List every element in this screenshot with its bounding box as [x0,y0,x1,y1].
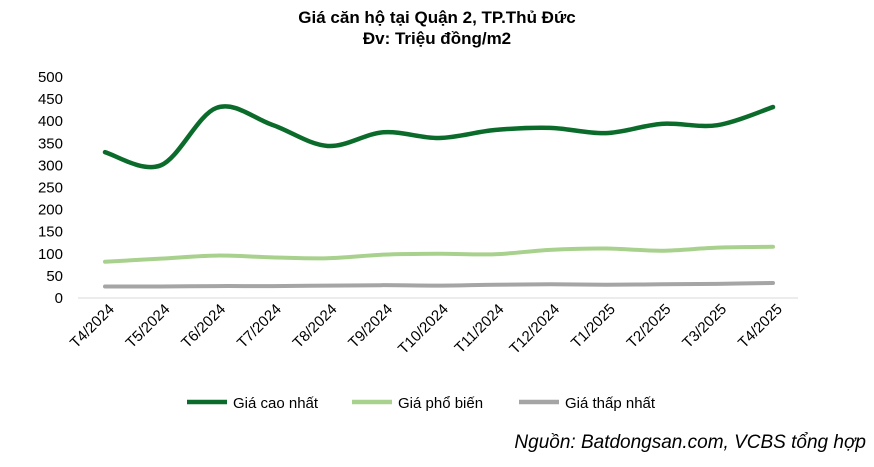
chart-title: Giá căn hộ tại Quận 2, TP.Thủ Đức [298,8,576,27]
x-tick-label: T10/2024 [395,301,452,358]
y-tick-label: 200 [38,202,63,219]
x-tick-label: T9/2024 [345,301,396,352]
y-tick-label: 450 [38,91,63,108]
series-line-2 [103,280,775,289]
x-tick-label: T4/2024 [67,301,118,352]
y-tick-label: 50 [46,268,63,285]
y-tick-label: 150 [38,224,63,241]
x-tick-label: T12/2024 [506,301,563,358]
y-tick-label: 500 [38,69,63,86]
x-tick-label: T5/2024 [123,301,174,352]
x-tick-label: T3/2025 [679,301,730,352]
y-tick-label: 250 [38,180,63,197]
y-tick-label: 300 [38,157,63,174]
x-tick-label: T8/2024 [290,301,341,352]
source-note: Nguồn: Batdongsan.com, VCBS tổng hợp [514,432,866,453]
y-tick-label: 0 [55,290,63,307]
x-tick-label: T7/2024 [234,301,285,352]
chart-subtitle: Đv: Triệu đồng/m2 [362,29,512,48]
legend-label-2: Giá thấp nhất [565,395,656,412]
x-tick-label: T2/2025 [624,301,675,352]
series-line-1 [103,244,775,264]
x-tick-label: T11/2024 [451,301,507,357]
y-tick-label: 350 [38,135,63,152]
y-tick-label: 400 [38,113,63,130]
x-tick-label: T6/2024 [178,301,229,352]
y-tick-label: 100 [38,246,63,263]
legend-label-1: Giá phổ biến [398,395,483,412]
x-tick-label: T4/2025 [735,301,786,352]
series-line-0 [102,104,776,170]
legend-label-0: Giá cao nhất [233,395,319,412]
x-tick-label: T1/2025 [568,301,619,352]
